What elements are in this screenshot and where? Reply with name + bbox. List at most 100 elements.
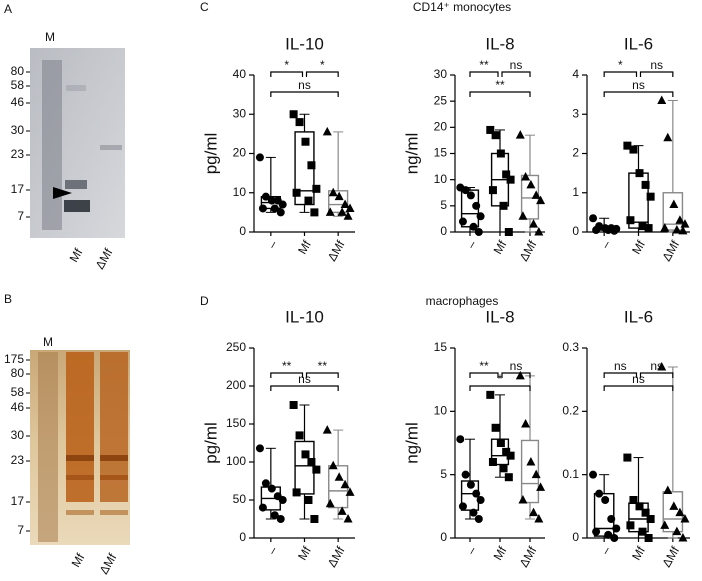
chart-title: IL-8: [485, 34, 514, 53]
y-tick-label: 20: [434, 120, 448, 134]
data-point: [267, 196, 276, 205]
significance-bracket: [603, 372, 638, 378]
data-point: [476, 212, 485, 221]
y-axis-label: ng/ml: [402, 133, 421, 175]
data-point: [345, 487, 355, 496]
significance-bracket: [270, 385, 339, 391]
marker-size: 7: [17, 209, 24, 223]
data-point: [506, 451, 515, 460]
significance-label: **: [318, 359, 328, 373]
marker-size: 17: [11, 494, 25, 508]
chart-title: IL-10: [285, 307, 324, 326]
data-point: [458, 217, 467, 226]
data-point: [258, 503, 267, 512]
significance-label: ns: [510, 359, 523, 373]
data-point: [504, 228, 513, 236]
significance-label: *: [618, 58, 623, 72]
data-point: [312, 465, 321, 474]
data-point: [678, 533, 688, 542]
significance-bracket: [469, 385, 531, 391]
x-tick-label: ΔMf: [659, 544, 682, 570]
significance-label: **: [495, 78, 505, 92]
y-tick-label: 0.2: [562, 404, 579, 418]
data-point: [322, 425, 332, 434]
data-point: [486, 390, 495, 399]
y-tick-label: 0.3: [562, 340, 579, 354]
data-point: [638, 222, 647, 231]
x-tick-label: –: [265, 238, 281, 251]
y-tick-label: 0: [572, 530, 579, 544]
y-tick-label: 15: [434, 340, 448, 354]
data-point: [589, 470, 598, 479]
lane-label: Mf: [67, 246, 86, 265]
significance-bracket: [469, 91, 531, 97]
data-point: [276, 208, 285, 217]
significance-label: ns: [632, 78, 645, 92]
data-point: [295, 431, 304, 440]
data-point: [635, 502, 644, 511]
significance-label: ns: [510, 58, 523, 72]
data-point: [610, 226, 619, 235]
data-point: [334, 191, 344, 201]
data-point: [629, 145, 638, 154]
x-tick-label: –: [598, 238, 614, 251]
data-point: [343, 211, 353, 220]
y-tick-label: 30: [434, 67, 448, 81]
y-tick-label: 30: [233, 106, 247, 120]
data-point: [466, 191, 475, 200]
chart-title: IL-6: [624, 34, 653, 53]
y-tick-label: 100: [226, 454, 246, 468]
data-point: [304, 196, 313, 205]
data-point: [301, 450, 310, 459]
data-point: [472, 489, 481, 498]
data-point: [612, 524, 621, 533]
data-point: [623, 453, 632, 462]
data-point: [518, 495, 528, 504]
data-point: [461, 470, 470, 479]
data-point: [635, 169, 644, 178]
significance-bracket: [469, 71, 499, 77]
data-point: [270, 511, 279, 520]
data-point: [310, 515, 319, 523]
data-point: [526, 179, 536, 189]
data-point: [325, 498, 335, 508]
data-point: [337, 207, 347, 216]
band-arrow: [53, 187, 72, 199]
x-tick-label: Mf: [295, 238, 314, 257]
data-point: [675, 507, 685, 517]
y-tick-label: 10: [434, 404, 448, 418]
data-point: [261, 192, 270, 201]
y-tick-label: 40: [233, 67, 247, 81]
data-point: [534, 227, 544, 236]
data-point: [629, 496, 638, 504]
y-tick-label: 20: [233, 146, 247, 160]
significance-bracket: [469, 372, 499, 378]
box: [662, 491, 684, 533]
y-axis-label: pg/ml: [201, 422, 220, 464]
data-point: [491, 131, 500, 140]
significance-label: ns: [632, 372, 645, 386]
data-point: [472, 201, 481, 210]
data-point: [289, 401, 298, 409]
data-point: [531, 469, 541, 479]
data-point: [469, 222, 478, 231]
x-tick-label: ΔMf: [325, 544, 348, 570]
data-point: [663, 485, 673, 494]
data-point: [672, 526, 682, 536]
x-tick-label: ΔMf: [517, 238, 540, 264]
x-tick-label: –: [464, 544, 480, 557]
data-point: [623, 141, 632, 150]
data-point: [307, 161, 316, 170]
significance-label: **: [479, 58, 489, 72]
data-point: [526, 457, 536, 466]
panel-label: B: [4, 292, 12, 306]
marker-size: 175: [4, 352, 24, 366]
significance-bracket: [501, 71, 531, 77]
data-point: [469, 508, 478, 517]
data-point: [255, 444, 264, 453]
data-point: [502, 447, 511, 456]
section-title: macrophages: [426, 294, 499, 308]
data-point: [669, 501, 679, 510]
y-tick-label: 0: [572, 224, 579, 238]
data-point: [675, 215, 685, 224]
